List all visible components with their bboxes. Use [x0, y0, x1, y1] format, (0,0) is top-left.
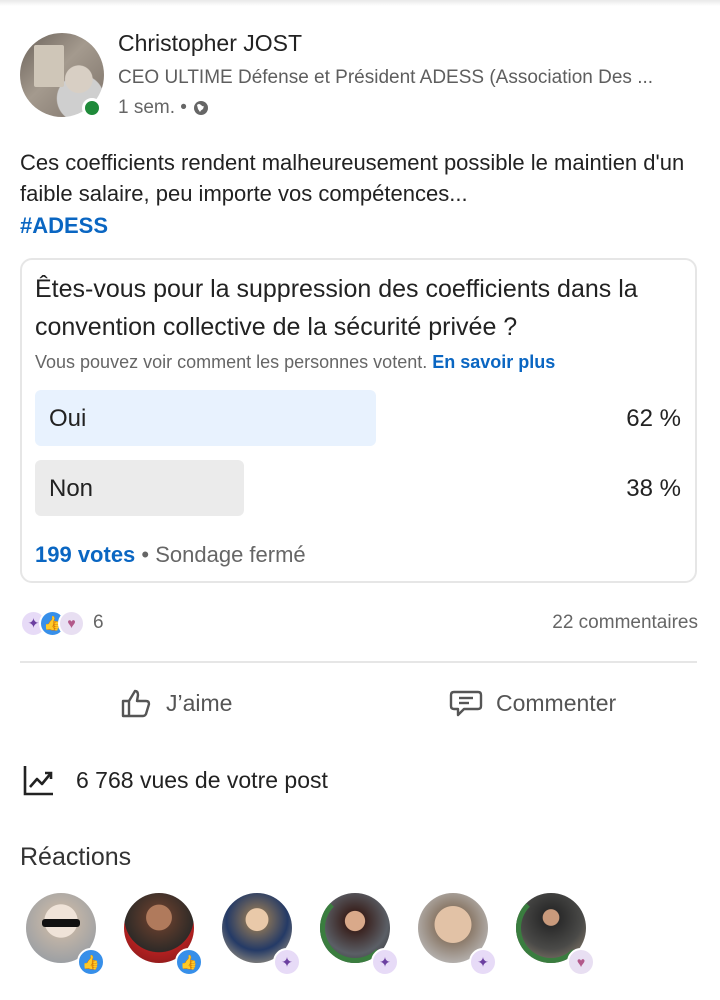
online-status-icon: [82, 98, 102, 118]
poll-option-percent-non: 38 %: [626, 475, 681, 502]
author-headline: CEO ULTIME Défense et Président ADESS (A…: [118, 67, 654, 88]
like-button-label: J’aime: [166, 689, 233, 716]
poll-note-text: Vous pouvez voir comment les personnes v…: [35, 352, 428, 372]
like-button[interactable]: J’aime: [118, 680, 232, 726]
thumbs-up-icon: [121, 689, 151, 718]
poll-status: • Sondage fermé: [141, 542, 306, 567]
insightful-badge-icon: ✦: [469, 948, 497, 976]
poll-votes-link[interactable]: 199 votes: [35, 542, 136, 567]
comment-icon: [449, 690, 483, 717]
poll-question: Êtes-vous pour la suppression des coeffi…: [35, 275, 638, 341]
trend-chart-icon: [23, 766, 53, 796]
poll-card: Êtes-vous pour la suppression des coeffi…: [20, 258, 697, 583]
poll-option-label-non: Non: [49, 475, 94, 502]
author-name[interactable]: Christopher JOST: [118, 30, 303, 56]
open-to-work-ring: [516, 893, 586, 963]
reaction-summary[interactable]: ✦ 👍 ♥ 6: [20, 608, 104, 638]
author-avatar[interactable]: [20, 33, 104, 117]
like-badge-icon: 👍: [175, 948, 203, 976]
open-to-work-ring: [320, 893, 390, 963]
poll-option-bar-non: [35, 460, 244, 516]
poll-option-percent-oui: 62 %: [626, 405, 681, 432]
poll-option-bar-oui: [35, 390, 376, 446]
top-separator: [0, 0, 720, 6]
insightful-badge-icon: ✦: [273, 948, 301, 976]
post-time: 1 sem. •: [118, 97, 209, 119]
like-badge-icon: 👍: [77, 948, 105, 976]
poll-note: Vous pouvez voir comment les personnes v…: [35, 352, 555, 373]
poll-footer: 199 votes • Sondage fermé: [35, 542, 306, 568]
reactions-heading: Réactions: [20, 843, 132, 871]
comment-button[interactable]: Commenter: [448, 680, 616, 726]
learn-more-link[interactable]: En savoir plus: [432, 352, 556, 372]
post-text: Ces coefficients rendent malheureusement…: [20, 150, 685, 206]
support-icon: ♥: [58, 609, 85, 637]
comments-count-link[interactable]: 22 commentaires: [552, 612, 698, 633]
divider: [20, 661, 697, 663]
poll-option-label-oui: Oui: [49, 405, 87, 432]
insightful-badge-icon: ✦: [371, 948, 399, 976]
hashtag-link[interactable]: #ADESS: [20, 213, 109, 238]
post-analytics[interactable]: 6 768 vues de votre post: [22, 763, 328, 797]
views-text: 6 768 vues de votre post: [76, 766, 328, 793]
reaction-count: 6: [93, 612, 104, 633]
comment-button-label: Commenter: [496, 689, 617, 716]
globe-icon: [193, 100, 209, 116]
support-badge-icon: ♥: [567, 948, 595, 976]
post-time-text: 1 sem. •: [118, 97, 187, 118]
